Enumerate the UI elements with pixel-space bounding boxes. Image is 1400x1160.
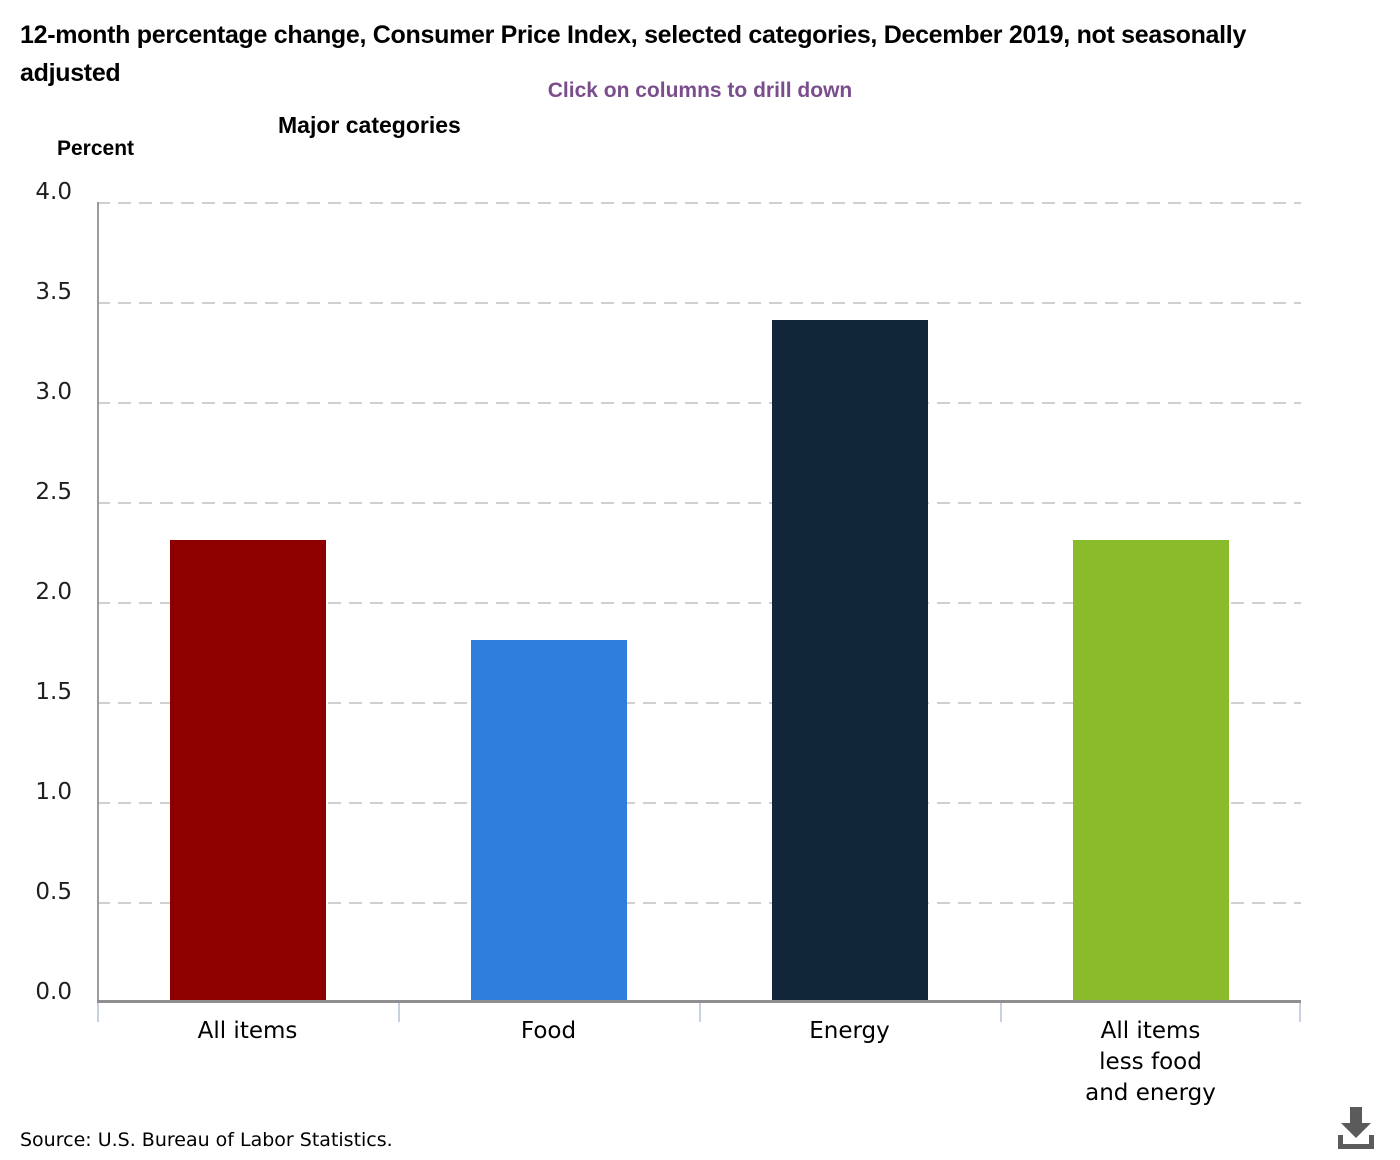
gridline: [97, 802, 1301, 804]
gridline: [97, 202, 1301, 204]
drilldown-hint: Click on columns to drill down: [547, 79, 853, 102]
x-axis-line: [97, 1000, 1301, 1003]
y-axis-title: Percent: [57, 137, 135, 160]
bar-energy[interactable]: [771, 320, 928, 1000]
x-category-label: Energy: [809, 1018, 890, 1044]
y-tick-label: 0.5: [35, 879, 72, 905]
bar-all-items[interactable]: [169, 540, 326, 1000]
y-tick-label: 2.0: [35, 579, 72, 605]
gridline: [97, 602, 1301, 604]
x-category-label: All items: [197, 1018, 298, 1044]
download-icon: [1338, 1106, 1374, 1149]
y-tick-label: 0.0: [35, 979, 72, 1005]
source-note: Source: U.S. Bureau of Labor Statistics.: [20, 1129, 393, 1151]
gridline: [97, 902, 1301, 904]
gridline: [97, 302, 1301, 304]
x-axis-tick: [1299, 1003, 1301, 1022]
bar-all-items-less-food-and-energy[interactable]: [1072, 540, 1229, 1000]
x-axis-tick: [1000, 1003, 1002, 1022]
y-tick-label: 3.5: [35, 279, 72, 305]
x-axis-category-labels: All items Food Energy All items less food and…: [97, 1016, 1301, 1109]
group-label: Major categories: [278, 112, 461, 138]
y-axis-line: [97, 202, 99, 1002]
x-category-label: Food: [520, 1018, 577, 1044]
download-button[interactable]: [1330, 1102, 1382, 1154]
chart-title: 12-month percentage change, Consumer Pri…: [20, 21, 1247, 87]
gridline: [97, 502, 1301, 504]
x-category-label: All items less food and energy: [1085, 1018, 1216, 1106]
y-axis-tick-labels: 4.0 3.5 3.0 2.5 2.0 1.5 1.0 0.5 0.0: [0, 179, 72, 1005]
y-tick-label: 1.0: [35, 779, 72, 805]
bar-food[interactable]: [470, 640, 627, 1000]
gridline: [97, 402, 1301, 404]
y-tick-label: 2.5: [35, 479, 72, 505]
y-tick-label: 4.0: [35, 179, 72, 205]
gridline: [97, 702, 1301, 704]
x-axis-tick: [97, 1003, 99, 1022]
y-tick-label: 3.0: [35, 379, 72, 405]
x-axis-tick: [699, 1003, 701, 1022]
y-tick-label: 1.5: [35, 679, 72, 705]
x-axis-tick: [398, 1003, 400, 1022]
plot-area: [97, 202, 1301, 1022]
